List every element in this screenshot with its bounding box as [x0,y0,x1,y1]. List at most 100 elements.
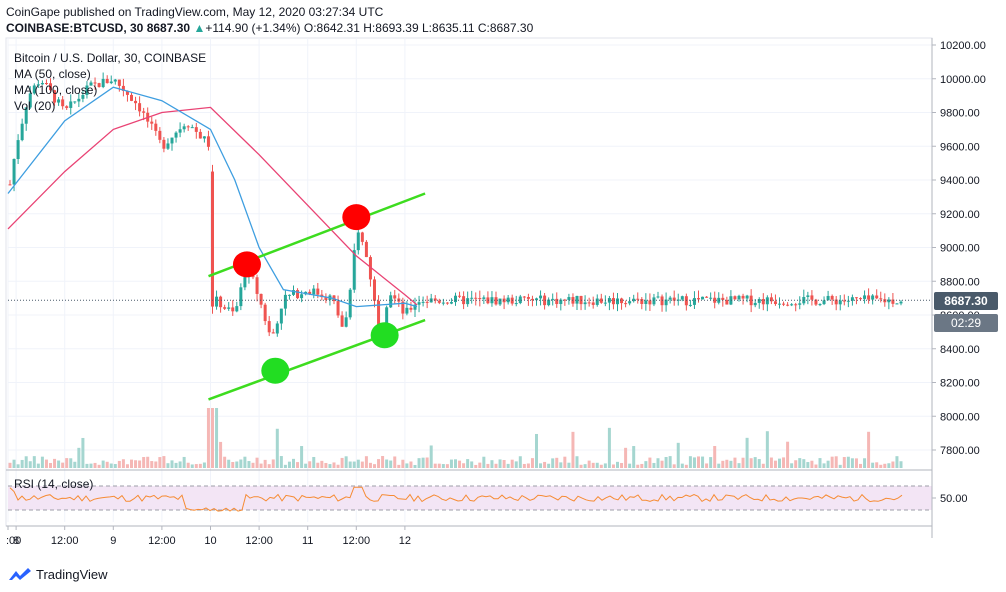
candle-body [121,85,125,91]
volume-bar [867,431,871,468]
volume-bar [300,446,304,468]
volume-bar [632,446,636,468]
volume-bar [810,460,814,468]
volume-bar [211,408,214,468]
volume-bar [283,464,287,468]
candle-body [895,303,899,305]
candle-body [255,277,259,294]
volume-bar [563,456,567,468]
volume-bar [134,460,138,468]
volume-bar [267,464,271,468]
candle-body [227,307,231,309]
volume-bar [859,463,862,468]
volume-bar [194,464,198,468]
volume-bar [579,464,583,468]
candle-body [373,279,376,301]
volume-bar [44,459,48,468]
volume-bar [587,460,591,468]
volume-bar [648,457,652,468]
candle-body [105,78,109,84]
candle-body [93,82,97,84]
candle-body [721,297,725,300]
candle-body [445,302,449,304]
volume-bar [482,456,486,468]
candle-body [563,299,567,301]
candle-body [150,121,154,124]
candle-body [502,298,506,303]
candle-body [859,298,862,300]
volume-bar [89,463,93,468]
volume-bar [543,461,547,468]
candle-body [109,81,113,84]
rsi-line [9,486,903,512]
volume-bar [765,431,769,468]
candle-body [211,171,214,307]
volume-bar [535,433,538,468]
candle-body [202,136,206,139]
support-marker[interactable] [261,357,290,384]
candle-body [616,298,619,305]
candle-body [688,304,692,306]
volume-bar [583,464,587,468]
high-label: H: [363,21,376,35]
candle-body [798,303,802,305]
open-label: O: [303,21,317,35]
rsi-band [8,486,932,510]
candle-body [360,232,364,242]
candle-body [190,127,194,129]
volume-bar [640,463,644,468]
candle-body [761,299,765,305]
candle-body [425,301,429,303]
candle-body [486,297,490,304]
resistance-marker[interactable] [232,251,261,278]
candle-body [790,304,794,306]
legend-ma100[interactable]: MA (100, close) [14,83,98,97]
candle-body [599,298,603,303]
volume-bar [385,459,389,468]
volume-bar [591,462,595,468]
candle-body [441,302,445,304]
legend-ma50[interactable]: MA (50, close) [14,67,91,81]
candle-body [117,79,121,86]
volume-bar [895,456,899,468]
volume-bar [530,458,534,468]
volume-bar [36,463,40,468]
volume-bar [49,462,52,468]
candle-body [409,307,413,310]
volume-bar [684,464,688,468]
volume-bar [263,459,267,468]
candle-body [838,300,842,305]
volume-bar [871,462,875,468]
candle-body [69,101,73,108]
candle-body [518,296,522,304]
support-marker[interactable] [370,322,399,349]
candle-body [154,123,158,131]
candle-body [494,297,498,305]
candle-body [753,302,757,306]
candle-body [709,297,713,299]
candle-body [170,137,174,144]
candle-body [749,295,753,306]
rsi-label[interactable]: RSI (14, close) [14,477,94,491]
volume-bar [778,458,781,468]
volume-bar [425,457,429,468]
volume-bar [510,459,514,468]
candle-body [810,295,814,300]
candle-body [607,298,611,303]
y-tick-label: 8400.00 [940,344,980,356]
volume-bar [202,462,206,468]
candle-body [555,298,559,305]
resistance-marker[interactable] [342,204,371,231]
candle-body [680,296,684,300]
candle-body [287,294,291,296]
tradingview-brand[interactable]: TradingView [8,566,108,582]
volume-bar [279,456,283,468]
volume-bar [737,463,741,468]
volume-bar [656,458,660,468]
volume-bar [705,463,709,468]
volume-bar [381,456,385,468]
candle-body [271,332,275,334]
volume-bar [611,464,615,468]
legend-volume[interactable]: Vol (20) [14,99,56,113]
